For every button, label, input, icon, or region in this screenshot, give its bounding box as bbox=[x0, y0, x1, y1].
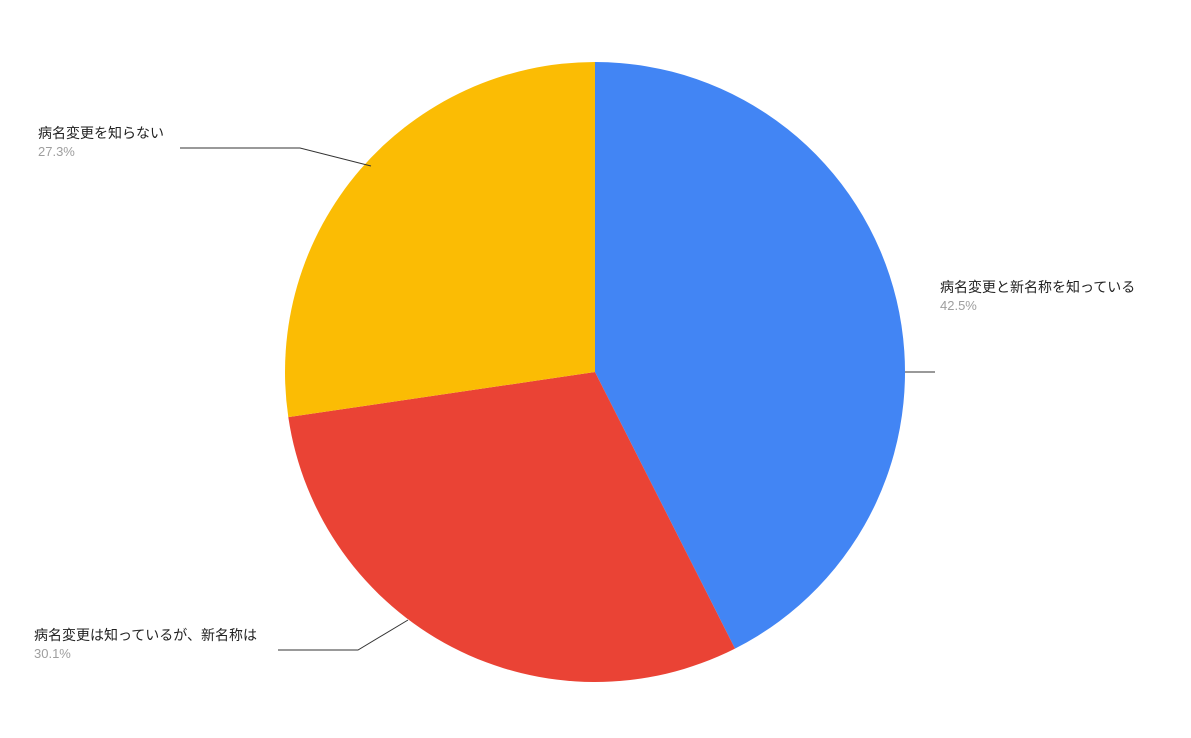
pie-chart-svg: 病名変更と新名称を知っている 42.5% 病名変更は知っているが、新名称は 30.1%… bbox=[0, 0, 1191, 738]
pie-slice-2 bbox=[285, 62, 595, 417]
slice-label: 病名変更と新名称を知っている bbox=[940, 279, 1135, 295]
slice-label: 病名変更は知っているが、新名称は bbox=[34, 627, 257, 643]
slice-label: 病名変更を知らない bbox=[38, 125, 164, 141]
pie-chart-container: 病名変更と新名称を知っている 42.5% 病名変更は知っているが、新名称は 30.1%… bbox=[0, 0, 1191, 738]
slice-pct: 27.3% bbox=[38, 144, 75, 159]
leader-line bbox=[180, 148, 371, 166]
slice-pct: 42.5% bbox=[940, 298, 977, 313]
slice-pct: 30.1% bbox=[34, 646, 71, 661]
leader-line bbox=[278, 620, 408, 650]
